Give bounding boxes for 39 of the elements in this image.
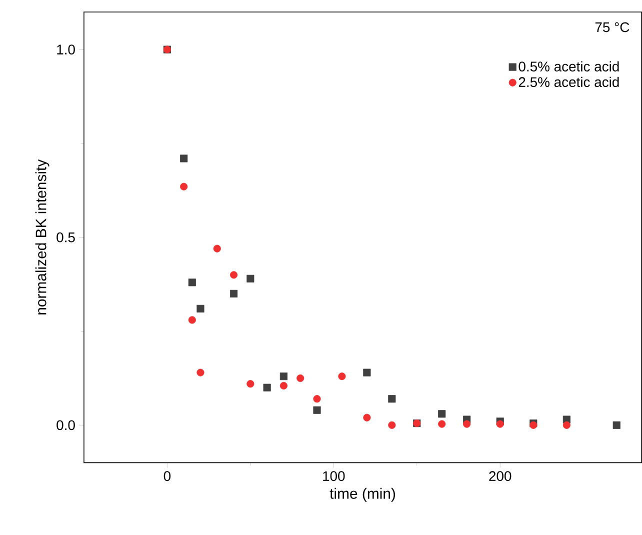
y-tick-label: 0.0 xyxy=(56,420,75,430)
point xyxy=(246,380,254,388)
legend-label: 0.5% acetic acid xyxy=(518,61,619,72)
point xyxy=(388,422,396,430)
point xyxy=(313,406,321,414)
point xyxy=(388,395,396,403)
point xyxy=(246,275,254,283)
y-axis-title: normalized BK intensity xyxy=(35,160,50,315)
x-tick-label: 200 xyxy=(489,471,512,482)
x-tick-label: 100 xyxy=(323,471,345,482)
point xyxy=(280,372,288,380)
point xyxy=(612,422,620,430)
x-tick-label: 0 xyxy=(164,471,171,482)
point xyxy=(363,414,371,422)
point xyxy=(213,245,221,253)
point xyxy=(313,395,321,403)
point xyxy=(196,368,204,377)
point xyxy=(230,290,238,298)
legend-title: 75 °C xyxy=(595,22,630,32)
point xyxy=(363,368,371,377)
point xyxy=(188,316,196,324)
point xyxy=(562,422,570,430)
point xyxy=(438,410,446,418)
point xyxy=(188,278,196,286)
legend-label: 2.5% acetic acid xyxy=(518,76,619,88)
y-tick-label: 1.0 xyxy=(57,44,75,55)
point xyxy=(296,374,304,382)
point xyxy=(438,420,446,428)
point xyxy=(338,372,346,380)
point xyxy=(463,420,471,428)
point xyxy=(280,382,288,390)
point xyxy=(180,154,188,162)
point xyxy=(180,183,188,191)
point xyxy=(230,271,238,279)
point xyxy=(496,420,504,428)
point xyxy=(263,384,271,392)
x-axis-title: time (min) xyxy=(330,488,396,502)
point xyxy=(196,305,204,313)
y-tick-label: 0.5 xyxy=(56,232,75,242)
